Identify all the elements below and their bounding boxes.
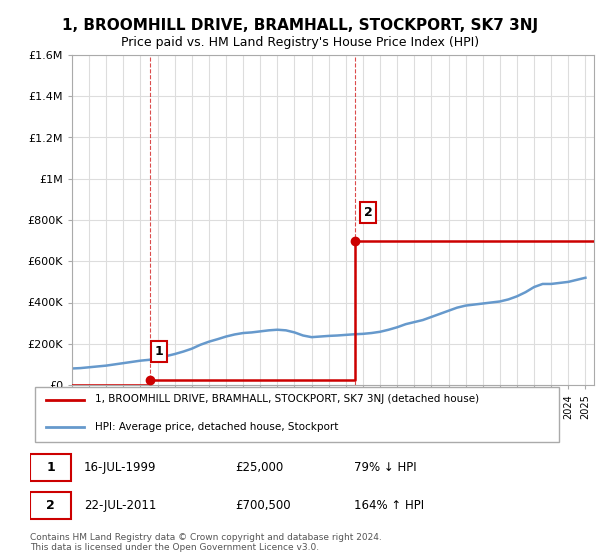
Text: £700,500: £700,500 [235, 499, 291, 512]
FancyBboxPatch shape [30, 454, 71, 481]
FancyBboxPatch shape [35, 387, 559, 442]
Text: 16-JUL-1999: 16-JUL-1999 [84, 461, 157, 474]
FancyBboxPatch shape [30, 492, 71, 519]
Text: HPI: Average price, detached house, Stockport: HPI: Average price, detached house, Stoc… [95, 422, 338, 432]
Text: Price paid vs. HM Land Registry's House Price Index (HPI): Price paid vs. HM Land Registry's House … [121, 36, 479, 49]
Text: 79% ↓ HPI: 79% ↓ HPI [354, 461, 416, 474]
Text: 1: 1 [46, 461, 55, 474]
Text: 1, BROOMHILL DRIVE, BRAMHALL, STOCKPORT, SK7 3NJ (detached house): 1, BROOMHILL DRIVE, BRAMHALL, STOCKPORT,… [95, 394, 479, 404]
Text: 22-JUL-2011: 22-JUL-2011 [84, 499, 157, 512]
Text: 1, BROOMHILL DRIVE, BRAMHALL, STOCKPORT, SK7 3NJ: 1, BROOMHILL DRIVE, BRAMHALL, STOCKPORT,… [62, 18, 538, 33]
Text: 164% ↑ HPI: 164% ↑ HPI [354, 499, 424, 512]
Text: 2: 2 [364, 206, 373, 219]
Text: Contains HM Land Registry data © Crown copyright and database right 2024.
This d: Contains HM Land Registry data © Crown c… [30, 533, 382, 552]
Text: 1: 1 [155, 345, 164, 358]
Text: 2: 2 [46, 499, 55, 512]
Text: £25,000: £25,000 [235, 461, 283, 474]
